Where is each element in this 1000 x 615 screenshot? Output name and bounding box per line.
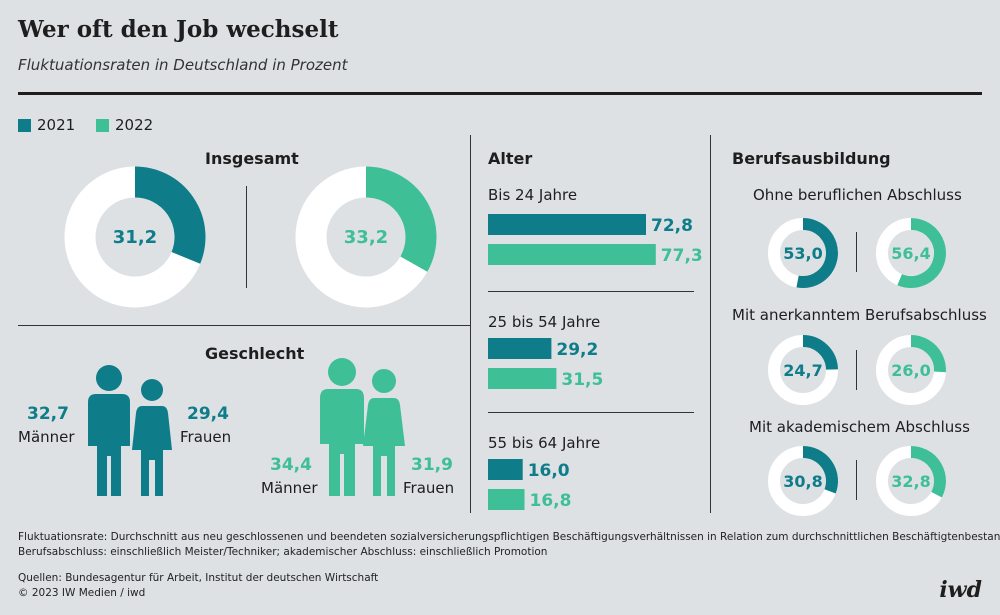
bar-2022-2 <box>488 489 525 510</box>
bar-label-2022-1: 31,5 <box>561 370 603 390</box>
category-label-beruf-0: Ohne beruflichen Abschluss <box>753 186 962 204</box>
legend-item-2021: 2021 <box>18 116 75 134</box>
donut-arc-2021 <box>134 166 206 264</box>
value-maenner-2021: 32,7 <box>27 404 69 424</box>
value-frauen-2021: 29,4 <box>187 404 229 424</box>
donut-insgesamt-2021: 31,2 <box>64 166 206 308</box>
divider <box>856 460 857 500</box>
value-frauen-2022: 31,9 <box>411 455 453 475</box>
divider <box>488 291 694 292</box>
donut-arc-1-2021 <box>802 335 838 370</box>
divider <box>856 350 857 390</box>
copyright-note: © 2023 IW Medien / iwd <box>18 587 146 599</box>
category-label-beruf-1: Mit anerkanntem Berufsabschluss <box>732 306 987 324</box>
footnote-abschluss: Berufsabschluss: einschließlich Meister/… <box>18 546 548 558</box>
legend-item-2022: 2022 <box>96 116 153 134</box>
section-title-berufsausbildung: Berufsausbildung <box>732 149 891 168</box>
donut-arc-1-2022 <box>910 335 946 373</box>
source-note: Quellen: Bundesagentur für Arbeit, Insti… <box>18 572 379 584</box>
donut-arc-0-2021 <box>796 218 838 288</box>
label-frauen-2021: Frauen <box>180 428 232 446</box>
bar-2022-1 <box>488 368 557 389</box>
donut-insgesamt-2022: 33,2 <box>295 166 437 308</box>
divider <box>246 186 247 288</box>
donut-value-2-2022: 32,8 <box>891 472 930 491</box>
chart-subtitle: Fluktuationsraten in Deutschland in Proz… <box>18 56 348 74</box>
label-maenner-2021: Männer <box>18 428 75 446</box>
donut-beruf-1-2021: 24,7 <box>768 335 838 405</box>
donut-arc-2-2021 <box>802 446 838 494</box>
category-label-age-2: 55 bis 64 Jahre <box>488 434 601 452</box>
footnote-definition: Fluktuationsrate: Durchschnitt aus neu g… <box>18 531 1000 543</box>
donut-value-2-2021: 30,8 <box>783 472 822 491</box>
section-title-alter: Alter <box>488 149 533 168</box>
divider <box>18 325 470 326</box>
section-title-insgesamt: Insgesamt <box>205 149 299 168</box>
donut-beruf-1-2022: 26,0 <box>876 335 946 405</box>
bar-label-2021-0: 72,8 <box>651 216 693 236</box>
category-label-age-0: Bis 24 Jahre <box>488 186 578 204</box>
chart-title: Wer oft den Job wechselt <box>18 16 339 43</box>
legend-label-2022: 2022 <box>115 116 154 134</box>
divider <box>856 232 857 272</box>
donut-beruf-2-2021: 30,8 <box>768 446 838 516</box>
donut-value-2022: 33,2 <box>344 227 388 248</box>
bar-label-2021-2: 16,0 <box>528 461 570 481</box>
age-bar-chart: 72,8 77,3 29,2 31,5 16,0 16,8 <box>488 214 703 511</box>
donut-arc-2022 <box>365 166 437 272</box>
divider <box>710 135 711 513</box>
man-icon-2021 <box>88 365 130 496</box>
bar-2021-1 <box>488 338 552 359</box>
bar-label-2022-2: 16,8 <box>530 491 572 511</box>
legend-swatch-2021 <box>18 118 31 132</box>
donut-arc-2-2022 <box>910 446 946 498</box>
label-maenner-2022: Männer <box>261 479 318 497</box>
legend-label-2021: 2021 <box>37 116 76 134</box>
bar-2021-2 <box>488 459 523 480</box>
donut-beruf-0-2021: 53,0 <box>768 218 838 288</box>
bar-2022-0 <box>488 244 656 265</box>
header-rule <box>18 92 982 95</box>
donut-value-1-2022: 26,0 <box>891 361 930 380</box>
donut-arc-0-2022 <box>897 218 946 288</box>
category-label-age-1: 25 bis 54 Jahre <box>488 313 601 331</box>
divider <box>488 412 694 413</box>
legend-swatch-2022 <box>96 118 109 132</box>
label-frauen-2022: Frauen <box>403 479 455 497</box>
category-label-beruf-2: Mit akademischem Abschluss <box>749 418 970 436</box>
value-maenner-2022: 34,4 <box>270 455 312 475</box>
woman-icon-2022 <box>363 369 405 496</box>
donut-value-2021: 31,2 <box>113 227 157 248</box>
bar-label-2022-0: 77,3 <box>661 246 703 266</box>
iwd-logo: iwd <box>939 577 982 603</box>
donut-value-1-2021: 24,7 <box>783 361 822 380</box>
man-icon-2022 <box>320 358 364 496</box>
section-title-geschlecht: Geschlecht <box>205 344 305 363</box>
bar-2021-0 <box>488 214 646 235</box>
donut-value-0-2021: 53,0 <box>783 244 822 263</box>
bar-label-2021-1: 29,2 <box>556 340 598 360</box>
donut-beruf-0-2022: 56,4 <box>876 218 946 288</box>
divider <box>470 135 471 513</box>
woman-icon-2021 <box>132 379 172 496</box>
donut-beruf-2-2022: 32,8 <box>876 446 946 516</box>
donut-value-0-2022: 56,4 <box>891 244 930 263</box>
